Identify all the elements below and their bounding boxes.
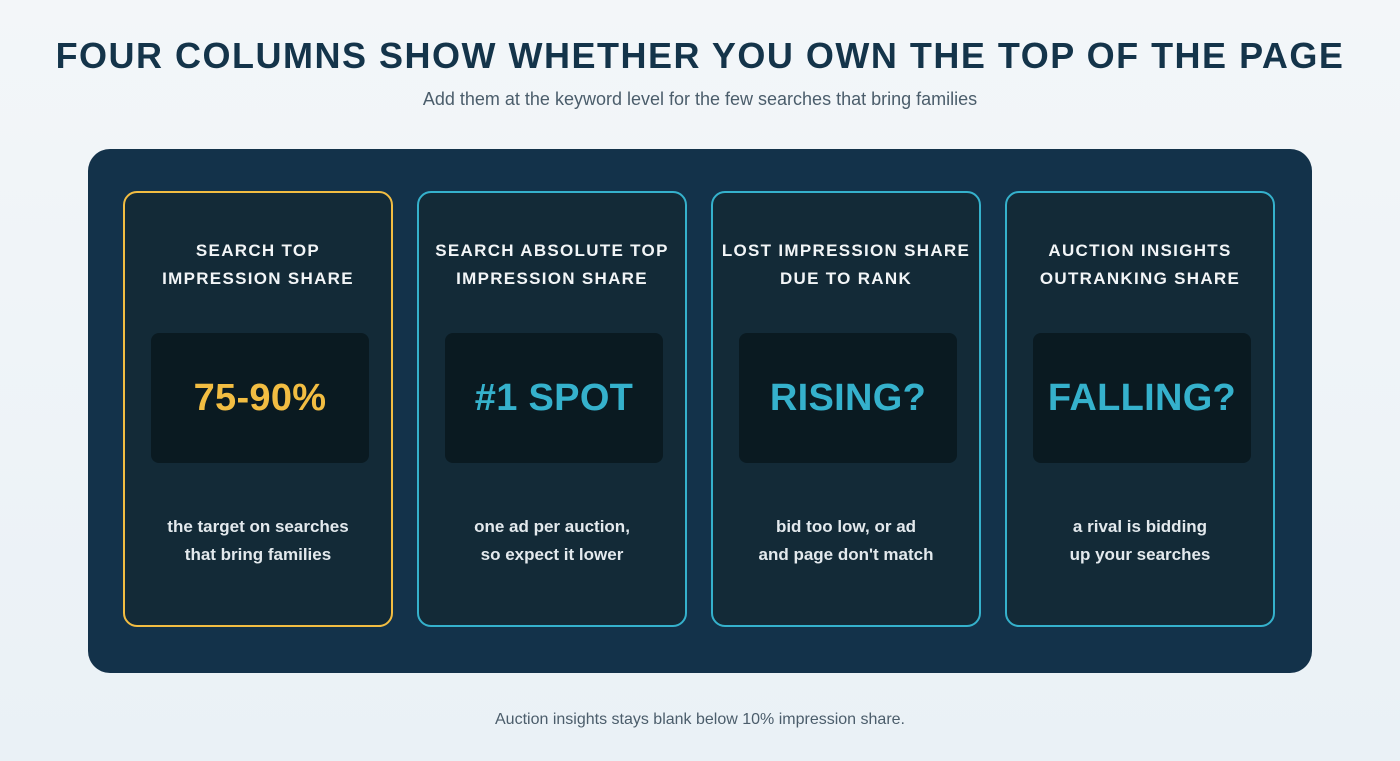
- value-box: RISING?: [739, 333, 957, 463]
- metric-card-lost-impression-share-rank: LOST IMPRESSION SHARE DUE TO RANK RISING…: [711, 191, 981, 627]
- value-box: #1 SPOT: [445, 333, 663, 463]
- card-value: 75-90%: [193, 376, 327, 419]
- card-heading: AUCTION INSIGHTS OUTRANKING SHARE: [1039, 241, 1241, 288]
- metric-card-search-absolute-top-impression-share: SEARCH ABSOLUTE TOP IMPRESSION SHARE #1 …: [417, 191, 687, 627]
- card-note: one ad per auction, so expect it lower: [474, 517, 630, 564]
- page-title: FOUR COLUMNS SHOW WHETHER YOU OWN THE TO…: [55, 35, 1345, 76]
- value-box: FALLING?: [1033, 333, 1251, 463]
- card-value: FALLING?: [1047, 376, 1237, 419]
- card-note: a rival is bidding up your searches: [1069, 517, 1211, 564]
- card-note: bid too low, or ad and page don't match: [758, 517, 934, 564]
- card-heading: LOST IMPRESSION SHARE DUE TO RANK: [721, 241, 971, 288]
- card-value: RISING?: [769, 376, 927, 419]
- card-heading: SEARCH TOP IMPRESSION SHARE: [162, 241, 354, 288]
- footnote: Auction insights stays blank below 10% i…: [495, 711, 905, 728]
- metrics-panel: SEARCH TOP IMPRESSION SHARE 75-90% the t…: [88, 149, 1312, 673]
- card-heading: SEARCH ABSOLUTE TOP IMPRESSION SHARE: [435, 241, 669, 288]
- metric-card-auction-insights-outranking-share: AUCTION INSIGHTS OUTRANKING SHARE FALLIN…: [1005, 191, 1275, 627]
- card-value: #1 SPOT: [474, 376, 634, 419]
- card-note: the target on searches that bring famili…: [167, 517, 349, 564]
- page-subtitle: Add them at the keyword level for the fe…: [422, 89, 978, 109]
- metric-card-search-top-impression-share: SEARCH TOP IMPRESSION SHARE 75-90% the t…: [123, 191, 393, 627]
- value-box: 75-90%: [151, 333, 369, 463]
